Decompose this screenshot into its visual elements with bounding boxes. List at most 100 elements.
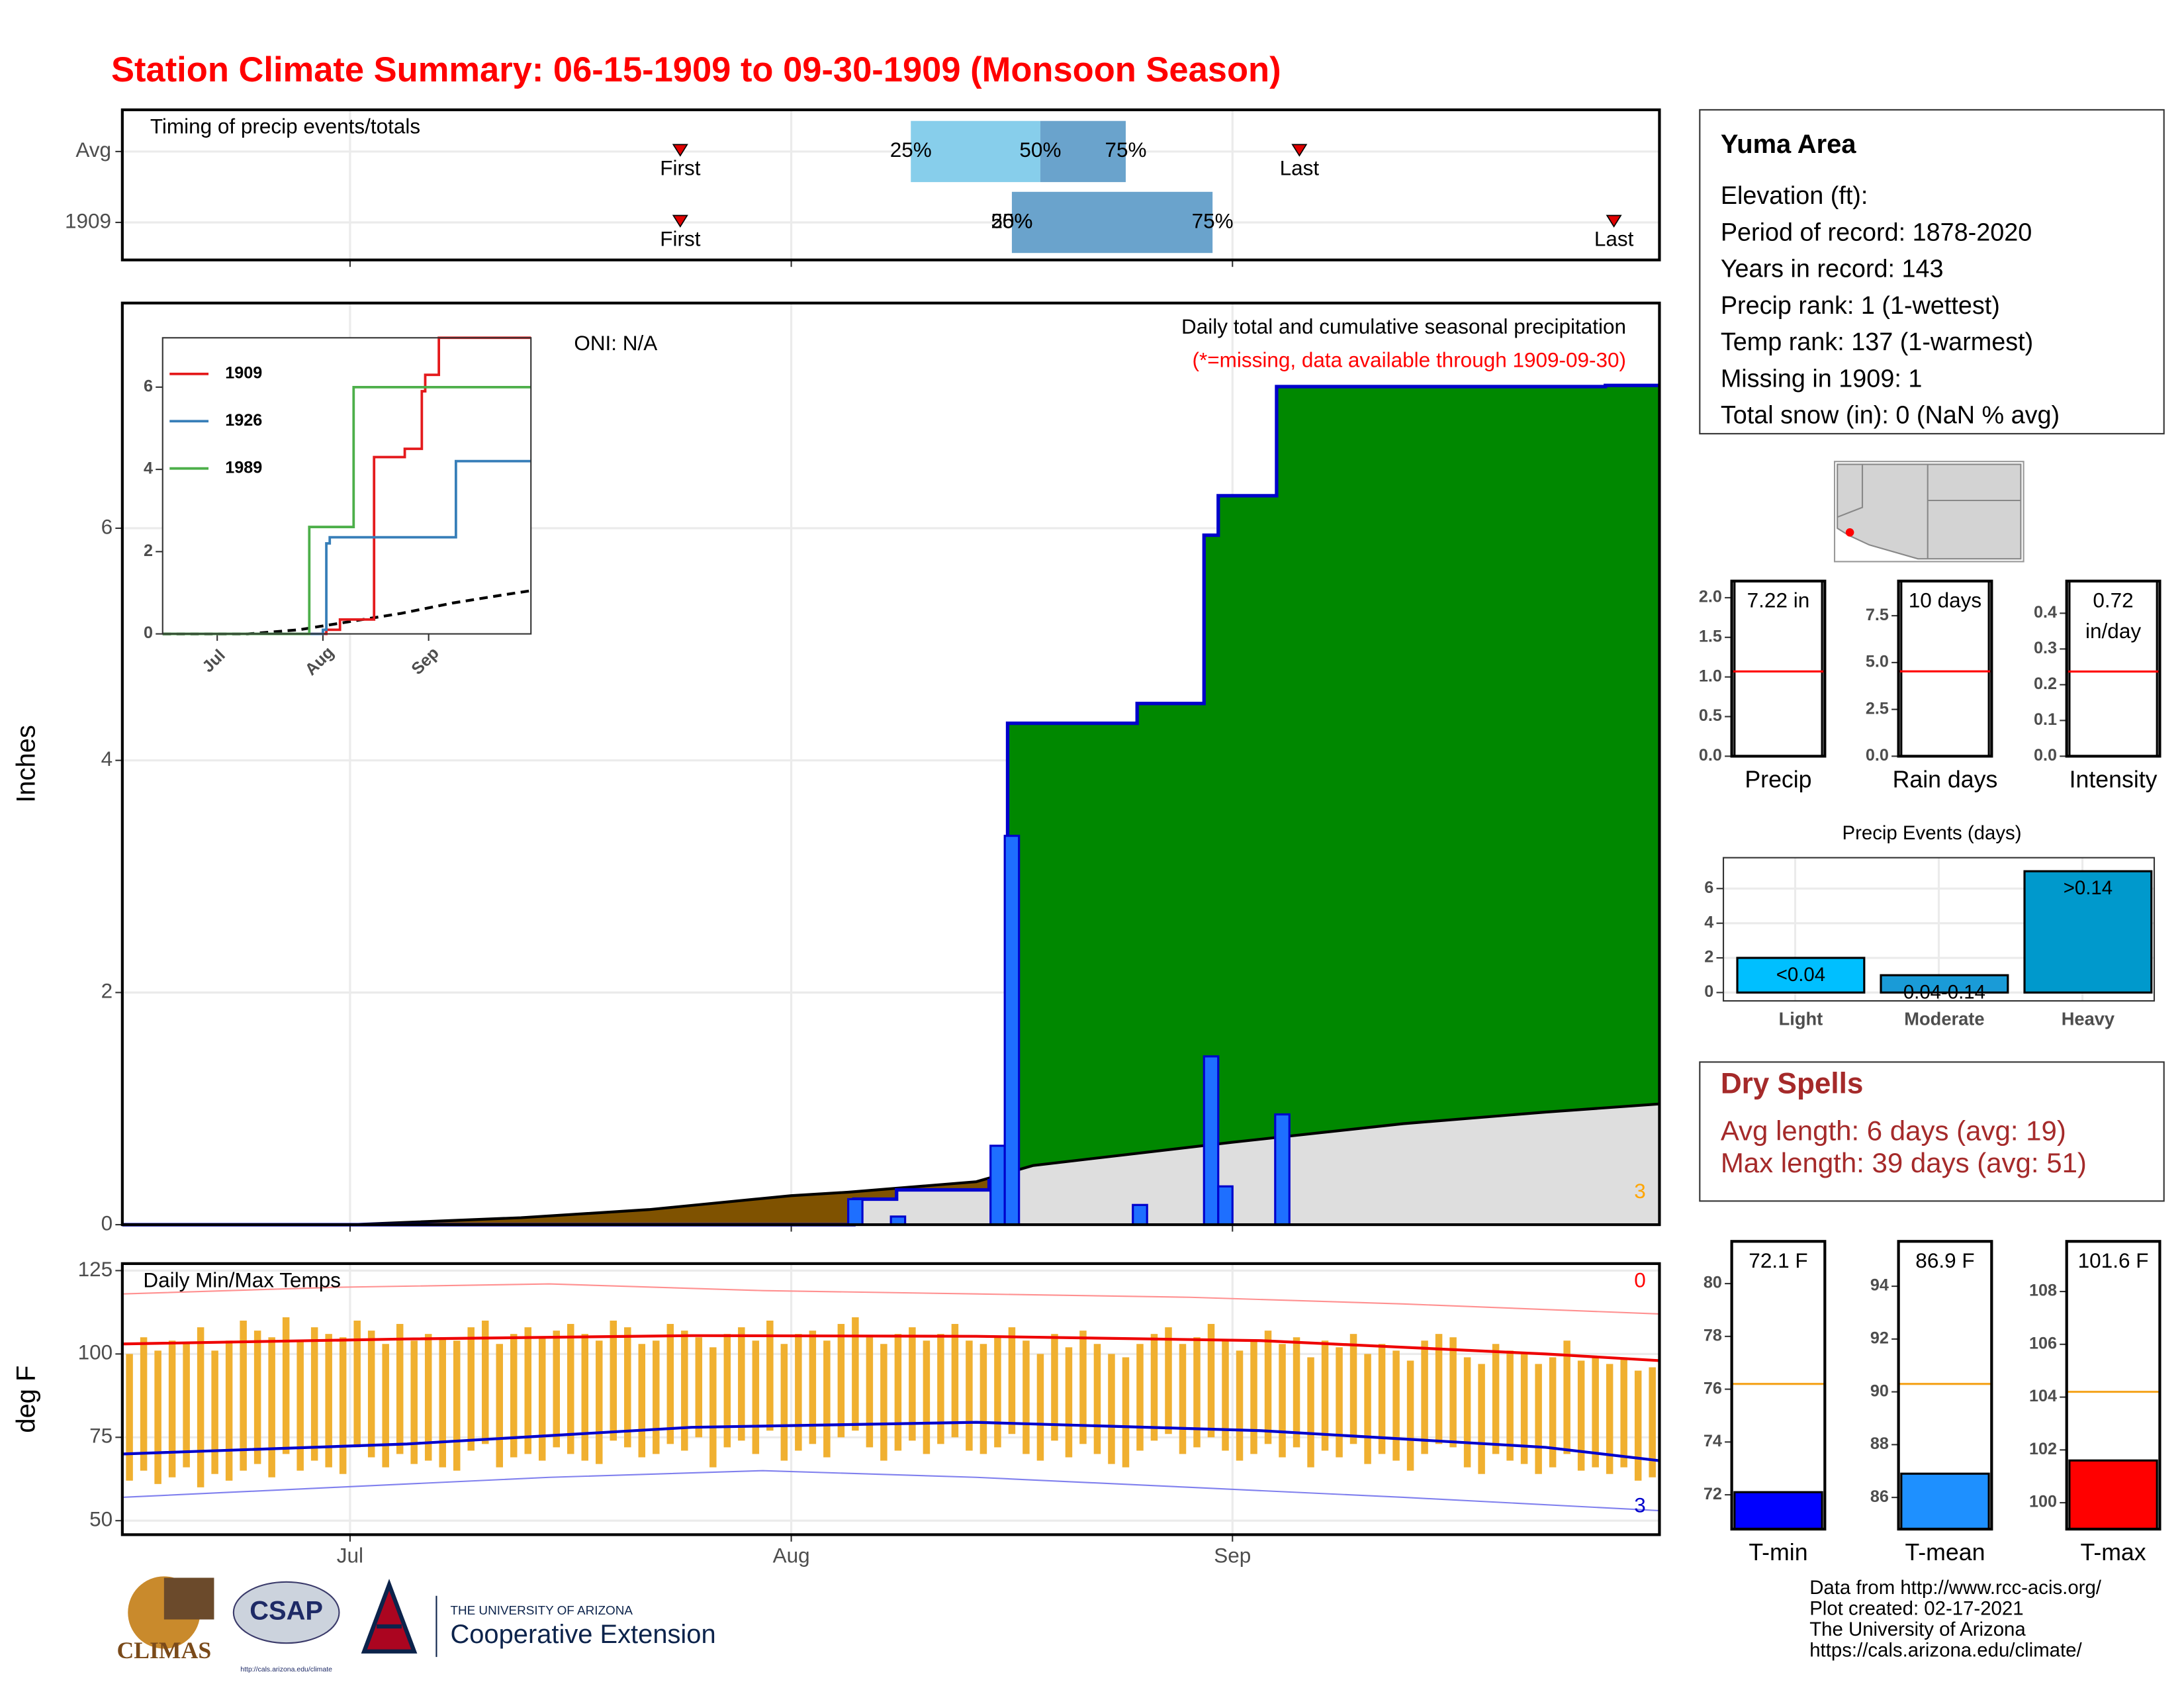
panel xyxy=(122,109,1660,260)
y-tick-label: 2.5 xyxy=(1866,699,1889,718)
event-label: First xyxy=(660,156,700,180)
y-tick-label: 92 xyxy=(1870,1329,1889,1347)
temp-bar xyxy=(1506,1350,1514,1461)
temp-bar xyxy=(567,1324,574,1454)
gauge-label: T-mean xyxy=(1905,1539,1985,1566)
average-cumulative-line xyxy=(122,1102,1660,1227)
temp-bar xyxy=(1349,1334,1357,1444)
temp-bar xyxy=(268,1337,275,1477)
temp-bar xyxy=(1634,1370,1642,1481)
temp-bar xyxy=(1378,1344,1386,1454)
temp-bar xyxy=(880,1344,887,1461)
y-tick-label: 100 xyxy=(78,1340,113,1364)
panel-frame xyxy=(2065,1240,2161,1531)
temp-bar xyxy=(539,1337,546,1461)
temp-bar xyxy=(1065,1347,1073,1458)
temp-bar xyxy=(1606,1364,1614,1474)
temp-bar xyxy=(1577,1360,1585,1471)
y-tick-label: 74 xyxy=(1704,1432,1722,1450)
low-count: 3 xyxy=(1634,1493,1646,1517)
gauge-bar xyxy=(1733,581,1823,757)
temp-bar xyxy=(923,1340,931,1454)
temp-bar xyxy=(296,1340,304,1471)
temp-bar xyxy=(396,1324,404,1454)
high-count: 0 xyxy=(1634,1268,1646,1291)
temp-bar xyxy=(240,1321,247,1471)
panel-frame xyxy=(1897,579,1993,758)
map-border xyxy=(1837,464,1864,518)
temp-bar xyxy=(510,1334,518,1458)
x-tick-label: Light xyxy=(1779,1009,1823,1029)
dry-spell-line: Max length: 39 days (avg: 51) xyxy=(1721,1147,2087,1178)
panel-frame xyxy=(120,108,1661,261)
series-line xyxy=(162,459,531,635)
credit-line: The University of Arizona xyxy=(1809,1618,2026,1640)
temp-bar xyxy=(994,1337,1001,1448)
temp-bar xyxy=(1079,1331,1087,1444)
y-tick-label: 6 xyxy=(1704,878,1713,897)
legend-label: 1989 xyxy=(225,458,262,477)
y-tick-label: 86 xyxy=(1870,1487,1889,1506)
temp-bar xyxy=(1193,1337,1201,1448)
csap-logo xyxy=(232,1581,340,1644)
quartile-label: 25% xyxy=(991,209,1032,232)
temp-bar xyxy=(610,1321,617,1441)
gauge-bar xyxy=(2068,581,2158,757)
credit-line: Data from http://www.rcc-acis.org/ xyxy=(1809,1577,2102,1599)
info-line: Precip rank: 1 (1-wettest) xyxy=(1721,292,2000,320)
events-frame xyxy=(1722,857,2156,1002)
map-station xyxy=(1845,528,1854,537)
chart-subtitle: Daily total and cumulative seasonal prec… xyxy=(1181,314,1626,338)
temp-bar xyxy=(1392,1350,1400,1461)
event-bar xyxy=(1736,957,1866,994)
event-marker xyxy=(1291,144,1308,157)
y-tick-label: 0 xyxy=(144,624,153,642)
temp-bar xyxy=(866,1337,874,1448)
temp-bar xyxy=(852,1317,859,1431)
y-axis-label: deg F xyxy=(12,1366,41,1433)
oni-label: ONI: N/A xyxy=(574,331,657,355)
x-tick-label: Heavy xyxy=(2062,1009,2115,1029)
map-region xyxy=(1837,463,2022,560)
daily-bar xyxy=(1203,1055,1220,1226)
value-label-box: 7.22 in xyxy=(1747,589,1810,613)
y-tick-label: 100 xyxy=(2029,1493,2057,1511)
temp-bar xyxy=(154,1350,161,1484)
temp-bar xyxy=(197,1327,205,1487)
y-tick-label: 90 xyxy=(1870,1382,1889,1400)
panel-frame xyxy=(1897,1240,1993,1531)
temp-bar xyxy=(738,1327,745,1441)
csap-url: http://cals.arizona.edu/climate xyxy=(240,1666,332,1673)
gauge-label: T-min xyxy=(1749,1539,1807,1566)
panel xyxy=(122,1263,1660,1535)
logos: CLIMAS CSAP http://cals.arizona.edu/clim… xyxy=(116,1576,716,1673)
daily-bar xyxy=(847,1197,864,1226)
quartile-bar xyxy=(1011,191,1213,254)
x-tick-label: Aug xyxy=(773,1543,810,1567)
temp-bar xyxy=(894,1334,902,1451)
temp-bar xyxy=(1023,1340,1030,1454)
temp-bar xyxy=(1051,1334,1058,1441)
temp-bar xyxy=(310,1327,318,1461)
y-tick-label: 102 xyxy=(2029,1440,2057,1458)
panel-frame xyxy=(1730,1240,1827,1531)
y-tick-label: 106 xyxy=(2029,1334,2057,1352)
temp-bar xyxy=(467,1327,475,1451)
temp-bar xyxy=(168,1340,176,1477)
y-tick-label: 104 xyxy=(2029,1387,2057,1405)
event-label: First xyxy=(660,227,700,251)
temp-bar xyxy=(1008,1327,1016,1434)
y-tick-label: 75 xyxy=(89,1424,113,1448)
value-label: 72.1 F xyxy=(1749,1249,1808,1274)
temp-bar xyxy=(723,1334,731,1448)
average-min-line xyxy=(122,1421,1660,1462)
temp-bar xyxy=(766,1321,774,1431)
y-tick-label: 0.5 xyxy=(1699,706,1722,725)
gauge-bar xyxy=(2068,1459,2158,1529)
quartile-label: 75% xyxy=(1192,209,1234,232)
temp-bar xyxy=(410,1340,418,1464)
temp-bar xyxy=(453,1340,461,1471)
y-tick-label: 50 xyxy=(89,1507,113,1531)
temp-bar xyxy=(1492,1344,1500,1454)
y-tick-label: 2 xyxy=(101,979,113,1003)
